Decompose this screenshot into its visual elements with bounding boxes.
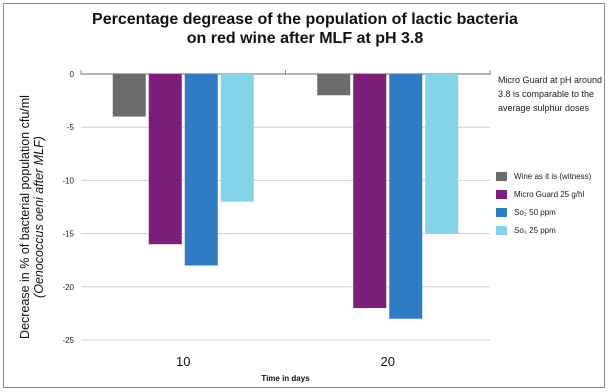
chart-title-line-2: on red wine after MLF at pH 3.8 [186, 30, 424, 47]
chart-annotation: Micro Guard at pH around 3.8 is comparab… [498, 75, 603, 113]
bar-3-10 [184, 74, 218, 266]
legend-swatch [496, 207, 507, 217]
chart-title-line-1: Percentage degrease of the population of… [92, 11, 518, 28]
bar-2-10 [148, 74, 182, 245]
legend-swatch [496, 171, 507, 181]
chart-legend: Wine as it is (witness) Micro Guard 25 g/… [496, 167, 591, 239]
y-axis-label-line-2: (Oenococcus oeni after MLF) [32, 136, 46, 298]
y-axis-label-line-1: Decrease in % of bacterial population cf… [18, 95, 32, 339]
chart-title: Percentage degrease of the population of… [4, 10, 604, 48]
legend-swatch [496, 189, 507, 199]
bar-2-20 [353, 74, 387, 309]
bar-1-10 [112, 74, 146, 117]
bar-4-10 [220, 74, 254, 202]
legend-item: Wine as it is (witness) [496, 167, 591, 185]
y-tick-label: -15 [62, 230, 74, 239]
legend-item: Micro Guard 25 g/hl [496, 185, 591, 203]
legend-swatch [496, 225, 507, 235]
bar-4-20 [425, 74, 459, 234]
legend-label: So₂ 25 ppm [514, 225, 556, 235]
y-tick-label: 0 [70, 70, 75, 79]
legend-item: So₂ 25 ppm [496, 221, 591, 239]
legend-label: Wine as it is (witness) [514, 171, 592, 181]
y-tick-label: -20 [62, 283, 74, 292]
x-tick-label: 20 [381, 354, 395, 369]
legend-label: So₂ 50 ppm [514, 207, 556, 217]
x-tick-label: 10 [176, 354, 190, 369]
chart-frame: Percentage degrease of the population of… [3, 3, 605, 388]
legend-item: So₂ 50 ppm [496, 203, 591, 221]
legend-label: Micro Guard 25 g/hl [514, 189, 585, 199]
y-tick-label: -5 [67, 123, 75, 132]
y-tick-label: -25 [62, 336, 74, 345]
x-axis-label: Time in days [261, 374, 310, 383]
bar-3-20 [389, 74, 423, 319]
bar-1-20 [317, 74, 351, 96]
y-tick-label: -10 [62, 176, 74, 185]
bar-chart: 0 -5 -10 -15 -20 -25 10 20 Time in days Decrease … [18, 70, 491, 383]
